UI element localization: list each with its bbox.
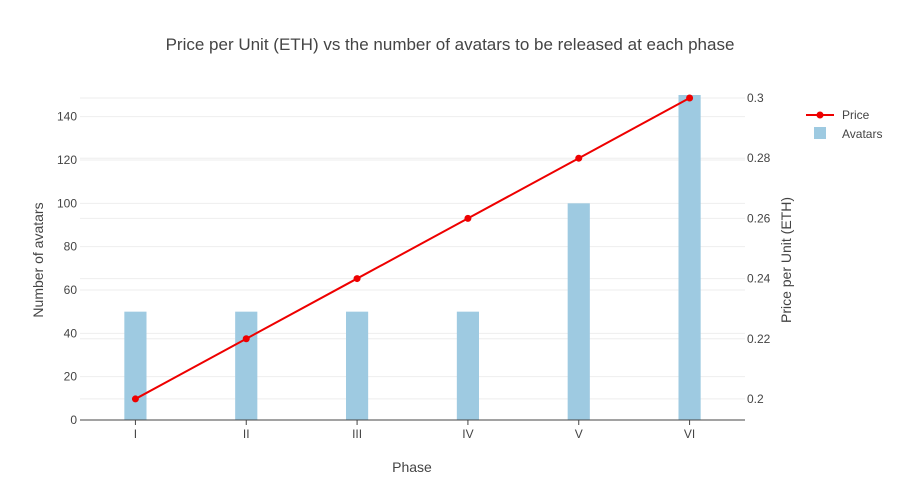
bar-I[interactable] bbox=[124, 311, 147, 420]
bar-III[interactable] bbox=[346, 311, 369, 420]
bar-IV[interactable] bbox=[456, 311, 479, 420]
x-tick-label: II bbox=[243, 427, 250, 441]
x-tick-label: I bbox=[134, 427, 137, 441]
y-tick-label: 40 bbox=[64, 326, 78, 340]
x-axis-ticks: I II III IV V VI bbox=[134, 420, 695, 441]
price-point-IV[interactable] bbox=[464, 214, 472, 222]
x-tick-label: V bbox=[575, 427, 583, 441]
y-tick-label: 120 bbox=[57, 153, 77, 167]
price-point-III[interactable] bbox=[353, 275, 361, 283]
y-tick-label: 0 bbox=[70, 413, 77, 427]
price-point-VI[interactable] bbox=[686, 94, 694, 102]
legend-bar-swatch bbox=[814, 127, 826, 139]
legend-label-price: Price bbox=[842, 108, 870, 122]
chart-title: Price per Unit (ETH) vs the number of av… bbox=[166, 35, 735, 54]
y2-tick-label: 0.22 bbox=[747, 332, 771, 346]
y2-tick-label: 0.28 bbox=[747, 151, 771, 165]
y-tick-label: 80 bbox=[64, 240, 78, 254]
y2-tick-label: 0.26 bbox=[747, 211, 771, 225]
x-tick-label: VI bbox=[684, 427, 695, 441]
y-tick-label: 100 bbox=[57, 196, 77, 210]
legend-item-avatars[interactable]: Avatars bbox=[814, 127, 882, 141]
y-tick-label: 60 bbox=[64, 283, 78, 297]
bar-VI[interactable] bbox=[678, 95, 701, 420]
right-axis-ticks: 0.2 0.22 0.24 0.26 0.28 0.3 bbox=[747, 91, 771, 406]
x-tick-label: IV bbox=[462, 427, 473, 441]
y2-tick-label: 0.2 bbox=[747, 392, 764, 406]
legend-label-avatars: Avatars bbox=[842, 127, 882, 141]
bar-V[interactable] bbox=[567, 203, 590, 420]
y-tick-label: 140 bbox=[57, 110, 77, 124]
y2-tick-label: 0.3 bbox=[747, 91, 764, 105]
y2-axis-title: Price per Unit (ETH) bbox=[778, 197, 794, 323]
y-axis-title: Number of avatars bbox=[30, 202, 46, 317]
left-axis-ticks: 0 20 40 60 80 100 120 140 bbox=[57, 110, 77, 427]
legend[interactable]: Price Avatars bbox=[806, 108, 882, 141]
price-line bbox=[134, 97, 691, 400]
bar-II[interactable] bbox=[235, 311, 258, 420]
legend-item-price[interactable]: Price bbox=[806, 108, 870, 122]
price-point-I[interactable] bbox=[131, 395, 139, 403]
bar-series bbox=[124, 95, 701, 420]
price-point-V[interactable] bbox=[575, 154, 583, 162]
line-series bbox=[131, 94, 694, 403]
legend-marker-swatch bbox=[816, 111, 824, 119]
x-tick-label: III bbox=[352, 427, 362, 441]
x-axis-title: Phase bbox=[392, 459, 432, 475]
y-tick-label: 20 bbox=[64, 370, 78, 384]
grid-lines bbox=[80, 97, 745, 400]
y2-tick-label: 0.24 bbox=[747, 272, 771, 286]
price-point-II[interactable] bbox=[242, 335, 250, 343]
